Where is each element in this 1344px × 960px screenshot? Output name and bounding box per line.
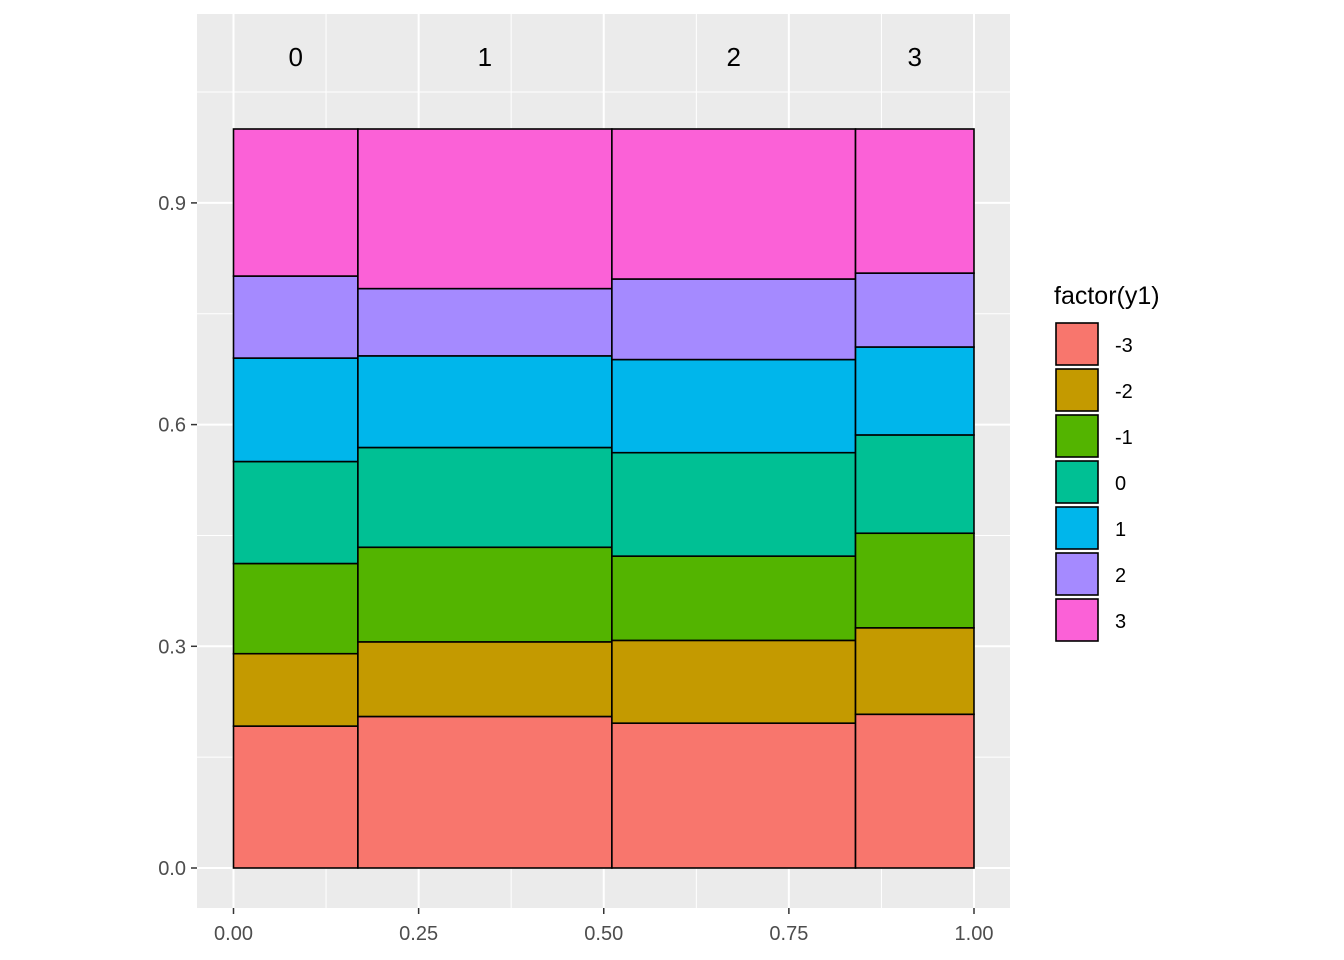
- legend-label-2: 2: [1115, 565, 1126, 587]
- tile-col0-level-2: [232, 652, 359, 727]
- tile-col2-level2: [611, 278, 857, 361]
- column-label-0: 0: [288, 42, 302, 72]
- tile-col3-level2: [854, 272, 975, 348]
- tile-col2-level1: [611, 358, 857, 454]
- column-label-1: 1: [478, 42, 492, 72]
- tile-col3-level-2: [854, 627, 975, 716]
- y-tick-label: 0.9: [158, 193, 186, 215]
- legend-label-1: 1: [1115, 519, 1126, 541]
- mosaic-tiles: [232, 128, 975, 869]
- tile-col2-level0: [611, 451, 857, 557]
- x-tick-label: 0.50: [584, 923, 623, 945]
- column-labels: 0 1 2 3: [288, 42, 922, 72]
- axes: 0.00 0.25 0.50 0.75 1.00 0.0 0.3 0.6 0.9: [158, 193, 993, 945]
- legend-label-0: 0: [1115, 473, 1126, 495]
- legend-title: factor(y1): [1054, 282, 1160, 310]
- legend-key--2: [1055, 368, 1099, 412]
- legend-key-1: [1055, 506, 1099, 550]
- legend: factor(y1) -3 -2 -1 0 1 2 3: [1054, 282, 1160, 642]
- y-tick-label: 0.3: [158, 636, 186, 658]
- tile-col1-level3: [357, 128, 613, 290]
- tile-col2-level-2: [611, 639, 857, 724]
- tile-col0-level-3: [232, 725, 359, 869]
- legend-label--2: -2: [1115, 381, 1133, 403]
- legend-label--1: -1: [1115, 427, 1133, 449]
- tile-col1-level1: [357, 355, 613, 449]
- x-tick-label: 0.25: [399, 923, 438, 945]
- x-tick-label: 1.00: [955, 923, 994, 945]
- legend-key--3: [1055, 322, 1099, 366]
- legend-key-3: [1055, 598, 1099, 642]
- tile-col0-level1: [232, 357, 359, 463]
- tile-col1-level2: [357, 287, 613, 357]
- tile-col3-level3: [854, 128, 975, 274]
- y-tick-label: 0.0: [158, 858, 186, 880]
- tile-col0-level3: [232, 128, 359, 277]
- tile-col1-level0: [357, 446, 613, 549]
- tile-col0-level2: [232, 275, 359, 359]
- tile-col1-level-1: [357, 546, 613, 643]
- legend-key-0: [1055, 460, 1099, 504]
- tile-col2-level-1: [611, 555, 857, 642]
- tile-col2-level-3: [611, 722, 857, 869]
- tile-col0-level0: [232, 460, 359, 565]
- tile-col3-level-1: [854, 532, 975, 629]
- x-tick-label: 0.00: [214, 923, 253, 945]
- legend-label--3: -3: [1115, 335, 1133, 357]
- tile-col2-level3: [611, 128, 857, 280]
- tile-col3-level1: [854, 346, 975, 436]
- legend-label-3: 3: [1115, 611, 1126, 633]
- legend-key-2: [1055, 552, 1099, 596]
- x-tick-label: 0.75: [769, 923, 808, 945]
- tile-col3-level-3: [854, 713, 975, 869]
- tile-col1-level-2: [357, 641, 613, 718]
- column-label-2: 2: [726, 42, 740, 72]
- tile-col1-level-3: [357, 715, 613, 869]
- tile-col0-level-1: [232, 562, 359, 655]
- column-label-3: 3: [908, 42, 922, 72]
- y-tick-label: 0.6: [158, 415, 186, 437]
- tile-col3-level0: [854, 434, 975, 535]
- legend-key--1: [1055, 414, 1099, 458]
